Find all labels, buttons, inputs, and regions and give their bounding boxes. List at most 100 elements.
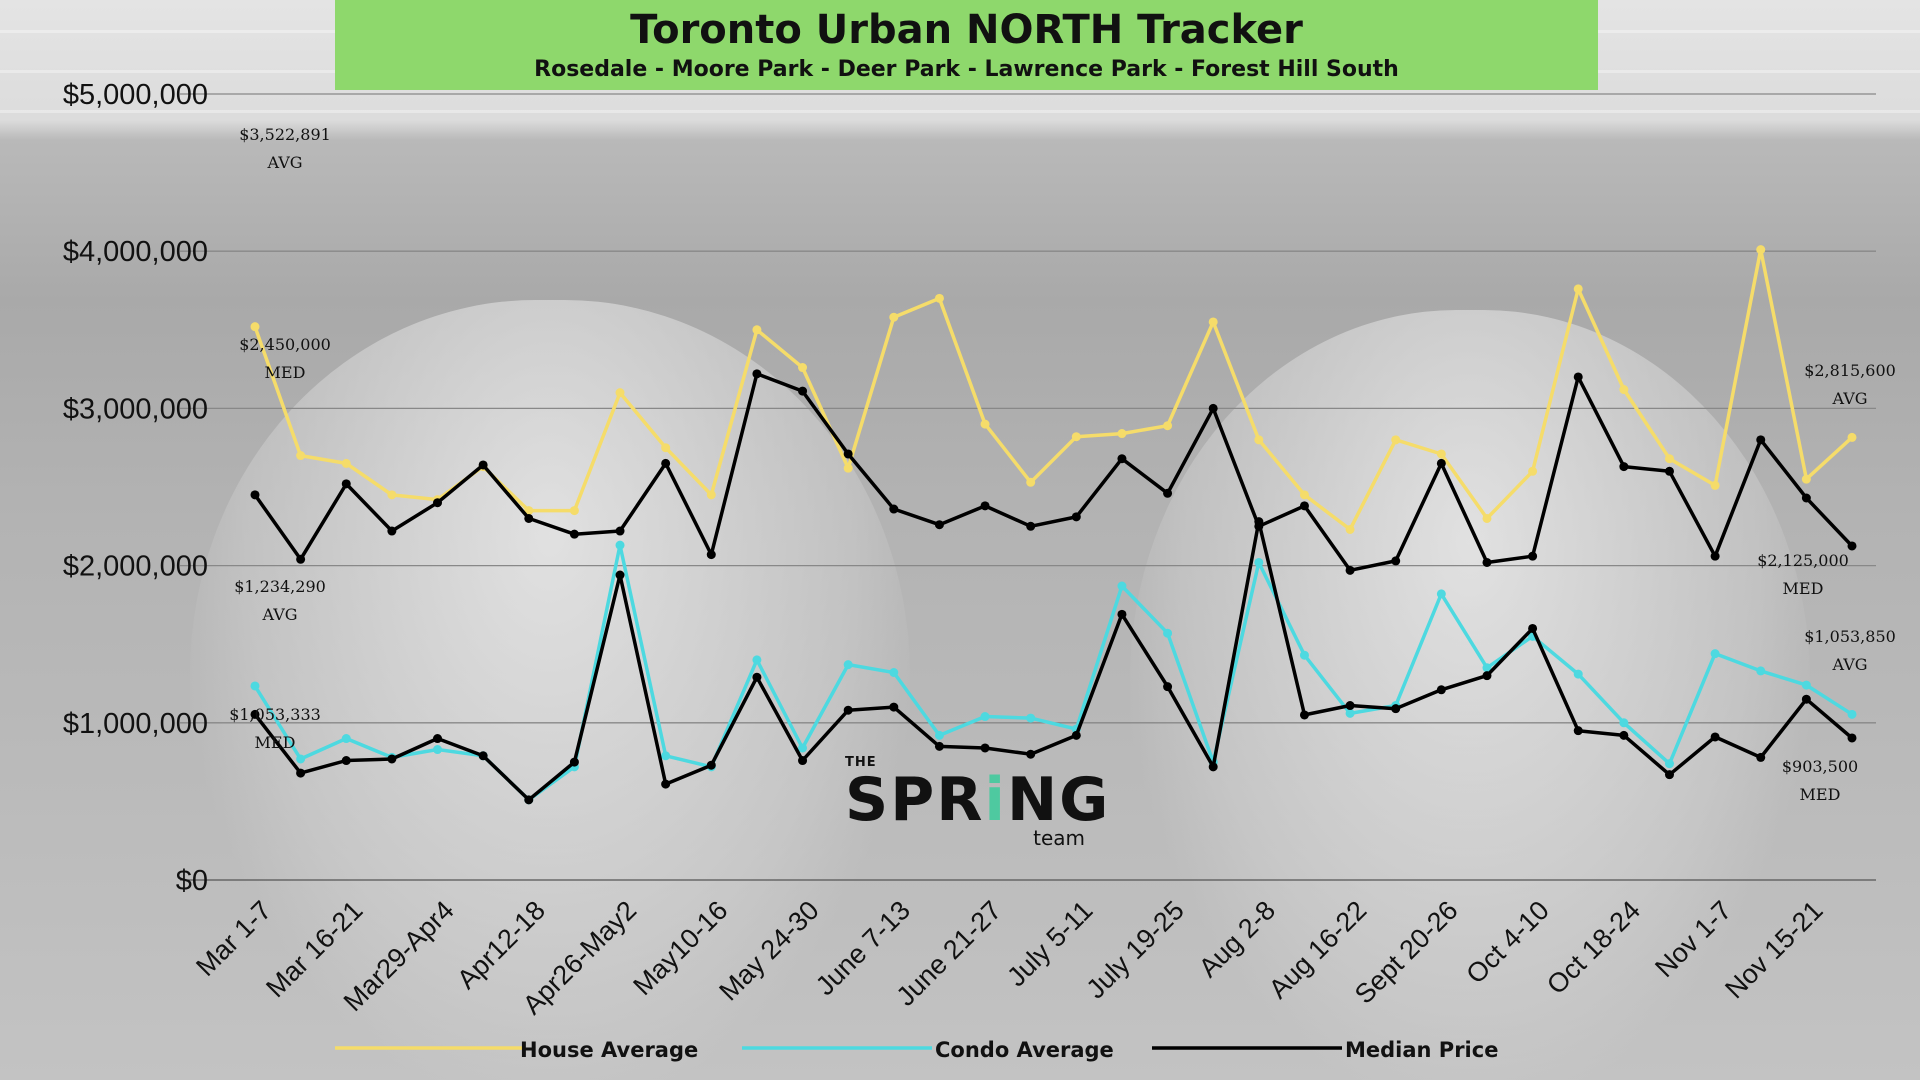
x-tick-label: Oct 18-24	[1541, 895, 1646, 1000]
x-tick-label: Aug 2-8	[1193, 895, 1281, 983]
data-point	[524, 513, 534, 523]
data-point	[1482, 513, 1492, 523]
series-line	[253, 372, 1854, 573]
data-point	[569, 757, 579, 767]
data-point	[341, 458, 351, 468]
annotation-label: AVG	[1831, 655, 1867, 674]
annotation-value: $3,522,891	[239, 125, 331, 144]
data-point	[387, 754, 397, 764]
spring-team-logo: THE SPRiNG team	[845, 755, 1111, 860]
x-tick-label: July 5-11	[1001, 895, 1098, 992]
x-tick-label: July 19-25	[1081, 895, 1190, 1004]
data-point	[980, 419, 990, 429]
data-point	[478, 460, 488, 470]
annotation-label: MED	[265, 363, 306, 382]
data-point	[1847, 709, 1857, 719]
data-point	[798, 363, 808, 373]
data-point	[1664, 466, 1674, 476]
data-point	[569, 529, 579, 539]
data-point	[798, 743, 808, 753]
data-point	[1299, 490, 1309, 500]
data-point	[1254, 435, 1264, 445]
data-point	[1756, 435, 1766, 445]
data-point	[1436, 685, 1446, 695]
data-point	[934, 741, 944, 751]
data-point	[1163, 682, 1173, 692]
data-point	[250, 681, 260, 691]
data-point	[1026, 521, 1036, 531]
data-point	[1482, 671, 1492, 681]
data-point	[1163, 421, 1173, 431]
annotation-value: $1,234,290	[234, 577, 326, 596]
data-point	[1756, 666, 1766, 676]
data-point	[1436, 589, 1446, 599]
data-point	[524, 506, 534, 516]
data-point	[387, 526, 397, 536]
annotation-value: $903,500	[1782, 757, 1858, 776]
data-point	[1026, 477, 1036, 487]
data-point	[1299, 501, 1309, 511]
y-tick-label: $2,000,000	[63, 551, 208, 583]
data-point	[433, 734, 443, 744]
data-point	[1391, 556, 1401, 566]
data-point	[341, 734, 351, 744]
data-point	[1619, 385, 1629, 395]
annotation-value: $1,053,850	[1804, 627, 1896, 646]
data-point	[341, 479, 351, 489]
data-point	[980, 743, 990, 753]
data-point	[1117, 454, 1127, 464]
data-point	[1208, 403, 1218, 413]
data-point	[1528, 551, 1538, 561]
data-point	[1619, 718, 1629, 728]
data-point	[980, 501, 990, 511]
data-point	[843, 449, 853, 459]
data-point	[752, 672, 762, 682]
data-point	[1528, 623, 1538, 633]
data-point	[752, 369, 762, 379]
data-point	[752, 325, 762, 335]
data-point	[1482, 557, 1492, 567]
series-line	[253, 519, 1854, 802]
data-point	[296, 768, 306, 778]
data-point	[1436, 458, 1446, 468]
data-point	[1573, 284, 1583, 294]
data-point	[752, 655, 762, 665]
data-point	[478, 751, 488, 761]
data-point	[661, 443, 671, 453]
annotation-value: $1,053,333	[229, 705, 321, 724]
data-point	[1071, 512, 1081, 522]
data-point	[296, 554, 306, 564]
data-point	[1756, 752, 1766, 762]
data-point	[934, 293, 944, 303]
data-point	[1801, 493, 1811, 503]
data-point	[706, 490, 716, 500]
data-point	[1482, 663, 1492, 673]
data-point	[1026, 749, 1036, 759]
data-point	[1026, 713, 1036, 723]
data-point	[1801, 680, 1811, 690]
data-point	[1163, 628, 1173, 638]
data-point	[341, 756, 351, 766]
data-point	[1071, 432, 1081, 442]
title-banner: Toronto Urban NORTH Tracker Rosedale - M…	[335, 0, 1598, 90]
logo-main-text: SPRiNG	[845, 765, 1111, 835]
data-point	[615, 388, 625, 398]
data-point	[1664, 759, 1674, 769]
data-point	[661, 751, 671, 761]
data-point	[1436, 449, 1446, 459]
logo-the-text: THE	[845, 755, 877, 770]
data-point	[661, 779, 671, 789]
data-point	[1071, 730, 1081, 740]
data-point	[798, 756, 808, 766]
data-point	[1254, 521, 1264, 531]
data-point	[1117, 429, 1127, 439]
data-point	[889, 667, 899, 677]
data-point	[889, 312, 899, 322]
data-point	[296, 754, 306, 764]
data-point	[1573, 726, 1583, 736]
data-point	[1163, 488, 1173, 498]
y-tick-label: $0	[176, 865, 208, 897]
data-point	[1710, 732, 1720, 742]
y-tick-label: $4,000,000	[63, 236, 208, 268]
